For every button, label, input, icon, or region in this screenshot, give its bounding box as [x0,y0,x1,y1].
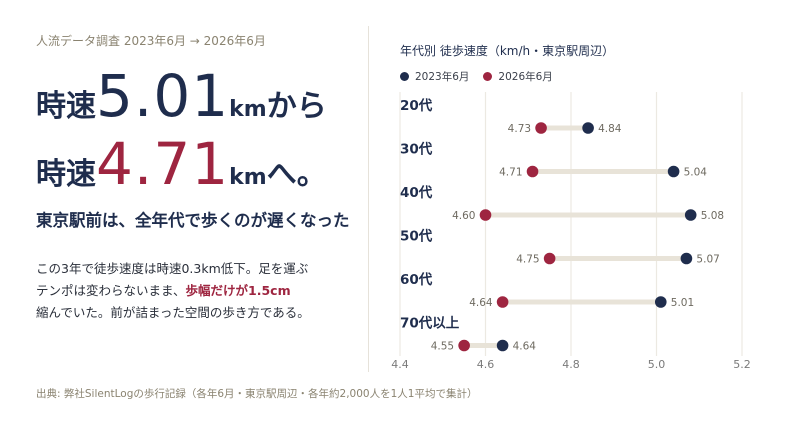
dot-2026-0 [535,122,547,134]
x-tick-label-0: 4.4 [391,358,409,371]
headline-from-suffix: から [266,89,327,124]
dot-2023-0 [582,122,594,134]
headline-to-prefix: 時速 [36,157,96,192]
value-label-2026-4: 4.64 [469,297,493,309]
legend-dot-2023 [400,72,409,81]
body-line-3: 縮んでいた。前が詰まった空間の歩き方である。 [36,305,310,320]
chart-title: 年代別 徒歩速度（km/h・東京駅周辺） [400,44,615,58]
x-tick-label-2: 4.8 [562,358,580,371]
dot-2026-4 [496,296,509,308]
dot-2023-1 [667,165,680,178]
x-tick-label-3: 5.0 [648,358,666,371]
headline-to-suffix: へ。 [266,157,327,192]
panel-divider [368,26,369,372]
category-label-3: 50代 [400,228,433,245]
headline-to-number: 4.71 [96,130,230,198]
headline-from-prefix: 時速 [36,89,96,124]
headline-to: 時速4.71kmへ。 [36,130,327,198]
legend-label-2023: 2023年6月 [415,71,470,83]
value-label-2023-3: 5.07 [696,254,719,266]
chart-legend: 2023年6月 2026年6月 [400,69,567,84]
category-label-5: 70代以上 [400,315,460,332]
value-label-2023-4: 5.01 [671,297,694,309]
dumbbell-chart: 4.4 4.6 4.8 5.0 5.2 20代 4.73 4.84 30代 4.71 5.04 40代… [391,92,751,371]
headline-from-unit: km [229,97,267,122]
value-label-2026-1: 4.71 [499,167,522,179]
subheading: 東京駅前は、全年代で歩くのが遅くなった [36,211,350,230]
legend-item-2026: 2026年6月 [483,69,553,84]
source-note: 出典: 弊社SilentLogの歩行記録（各年6月・東京駅周辺・各年約2,000… [36,388,478,400]
category-label-1: 30代 [400,141,433,158]
headline-to-unit: km [229,165,267,190]
dot-2026-5 [458,339,470,352]
legend-label-2026: 2026年6月 [498,71,553,83]
category-label-0: 20代 [400,97,433,114]
dot-2023-5 [496,339,509,352]
eyebrow-label: 人流データ調査 2023年6月 → 2026年6月 [36,34,266,48]
headline-from-number: 5.01 [96,62,230,130]
value-label-2026-2: 4.60 [452,210,475,222]
body-line-2: テンポは変わらないまま、歩幅だけが1.5cm [36,280,366,302]
value-label-2023-1: 5.04 [684,167,708,179]
dot-2023-4 [654,296,667,308]
headline-from: 時速5.01kmから [36,62,327,130]
value-label-2026-5: 4.55 [431,341,454,353]
legend-item-2023: 2023年6月 [400,69,469,84]
dot-2026-3 [543,252,556,265]
left-panel: 人流データ調査 2023年6月 → 2026年6月 時速5.01kmから 時速4… [36,0,366,421]
legend-dot-2026 [483,72,493,81]
value-label-2026-0: 4.73 [508,123,531,135]
value-label-2023-5: 4.64 [513,341,537,353]
dot-2023-3 [680,252,693,265]
body-line-2-text: テンポは変わらないまま、 [36,283,186,298]
value-label-2026-3: 4.75 [516,254,539,266]
category-label-2: 40代 [400,184,433,201]
body-highlight: 歩幅だけが1.5cm [185,283,291,298]
x-tick-label-1: 4.6 [477,358,495,371]
value-label-2023-2: 5.08 [701,210,724,222]
value-label-2023-0: 4.84 [598,123,622,135]
dot-2023-2 [684,209,697,221]
x-tick-label-4: 5.2 [733,358,751,371]
dot-2026-2 [479,209,492,221]
body-text: この3年で徒歩速度は時速0.3km低下。足を運ぶ テンポは変わらないまま、歩幅だ… [36,258,366,324]
category-label-4: 60代 [400,271,433,288]
dot-2026-1 [526,165,539,178]
body-line-1: この3年で徒歩速度は時速0.3km低下。足を運ぶ [36,261,309,276]
